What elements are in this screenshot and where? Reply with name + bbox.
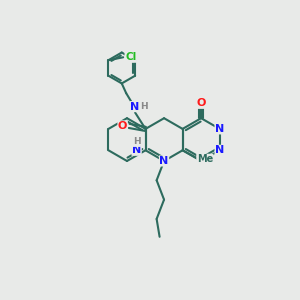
Text: N: N	[159, 156, 169, 166]
Text: O: O	[196, 98, 206, 108]
Text: H: H	[140, 102, 147, 111]
Text: Me: Me	[197, 154, 213, 164]
Text: Cl: Cl	[125, 52, 136, 62]
Text: N: N	[215, 124, 224, 134]
Text: O: O	[118, 121, 127, 131]
Text: H: H	[133, 137, 140, 146]
Text: N: N	[215, 145, 224, 155]
Text: N: N	[130, 102, 140, 112]
Text: N: N	[132, 145, 141, 155]
